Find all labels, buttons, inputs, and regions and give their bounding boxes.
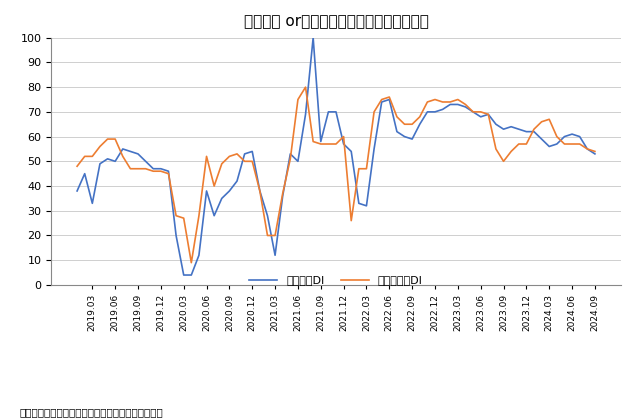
先行き判断DI xyxy=(172,213,180,218)
現状判断DI xyxy=(111,159,119,164)
先行き判断DI xyxy=(73,164,81,169)
Legend: 現状判断DI, 先行き判断DI: 現状判断DI, 先行き判断DI xyxy=(245,271,427,290)
Line: 先行き判断DI: 先行き判断DI xyxy=(77,87,595,263)
先行き判断DI xyxy=(111,137,119,142)
Title: 「外国人 orインバウンド」関連ＤＩの推移: 「外国人 orインバウンド」関連ＤＩの推移 xyxy=(244,15,428,30)
先行き判断DI xyxy=(188,260,195,265)
現状判断DI xyxy=(180,272,188,277)
先行き判断DI xyxy=(157,169,164,174)
現状判断DI xyxy=(73,189,81,194)
先行き判断DI xyxy=(484,112,492,117)
現状判断DI xyxy=(385,97,393,102)
先行き判断DI xyxy=(591,149,599,154)
Text: （出所）内閣府「景気ウォッチャー調査」より作成: （出所）内閣府「景気ウォッチャー調査」より作成 xyxy=(19,407,163,417)
現状判断DI xyxy=(591,151,599,156)
現状判断DI xyxy=(584,146,591,151)
現状判断DI xyxy=(157,166,164,171)
現状判断DI xyxy=(309,35,317,40)
先行き判断DI xyxy=(584,146,591,151)
先行き判断DI xyxy=(385,95,393,100)
Line: 現状判断DI: 現状判断DI xyxy=(77,38,595,275)
先行き判断DI xyxy=(301,85,309,90)
現状判断DI xyxy=(172,233,180,238)
現状判断DI xyxy=(484,112,492,117)
